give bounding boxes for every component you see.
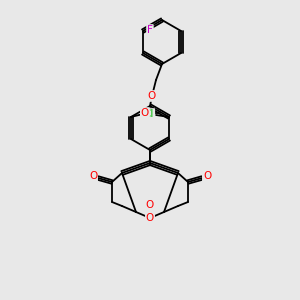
Text: O: O — [146, 213, 154, 223]
Text: O: O — [89, 171, 97, 181]
Text: O: O — [203, 171, 211, 181]
Text: O: O — [146, 200, 154, 210]
Text: F: F — [147, 25, 153, 35]
Text: Cl: Cl — [144, 109, 154, 119]
Text: O: O — [141, 108, 149, 118]
Text: O: O — [148, 91, 156, 101]
